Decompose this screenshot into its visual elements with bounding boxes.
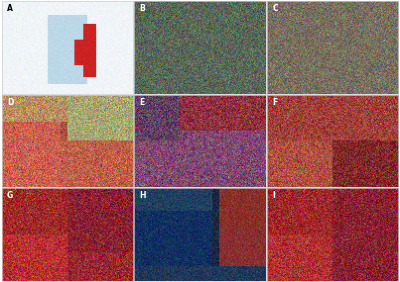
- Text: F: F: [272, 98, 278, 107]
- Text: A: A: [7, 4, 13, 13]
- Text: D: D: [7, 98, 13, 107]
- Text: E: E: [140, 98, 145, 107]
- Text: H: H: [140, 191, 146, 200]
- Text: I: I: [272, 191, 275, 200]
- Text: G: G: [7, 191, 13, 200]
- Text: C: C: [272, 4, 278, 13]
- Text: B: B: [140, 4, 145, 13]
